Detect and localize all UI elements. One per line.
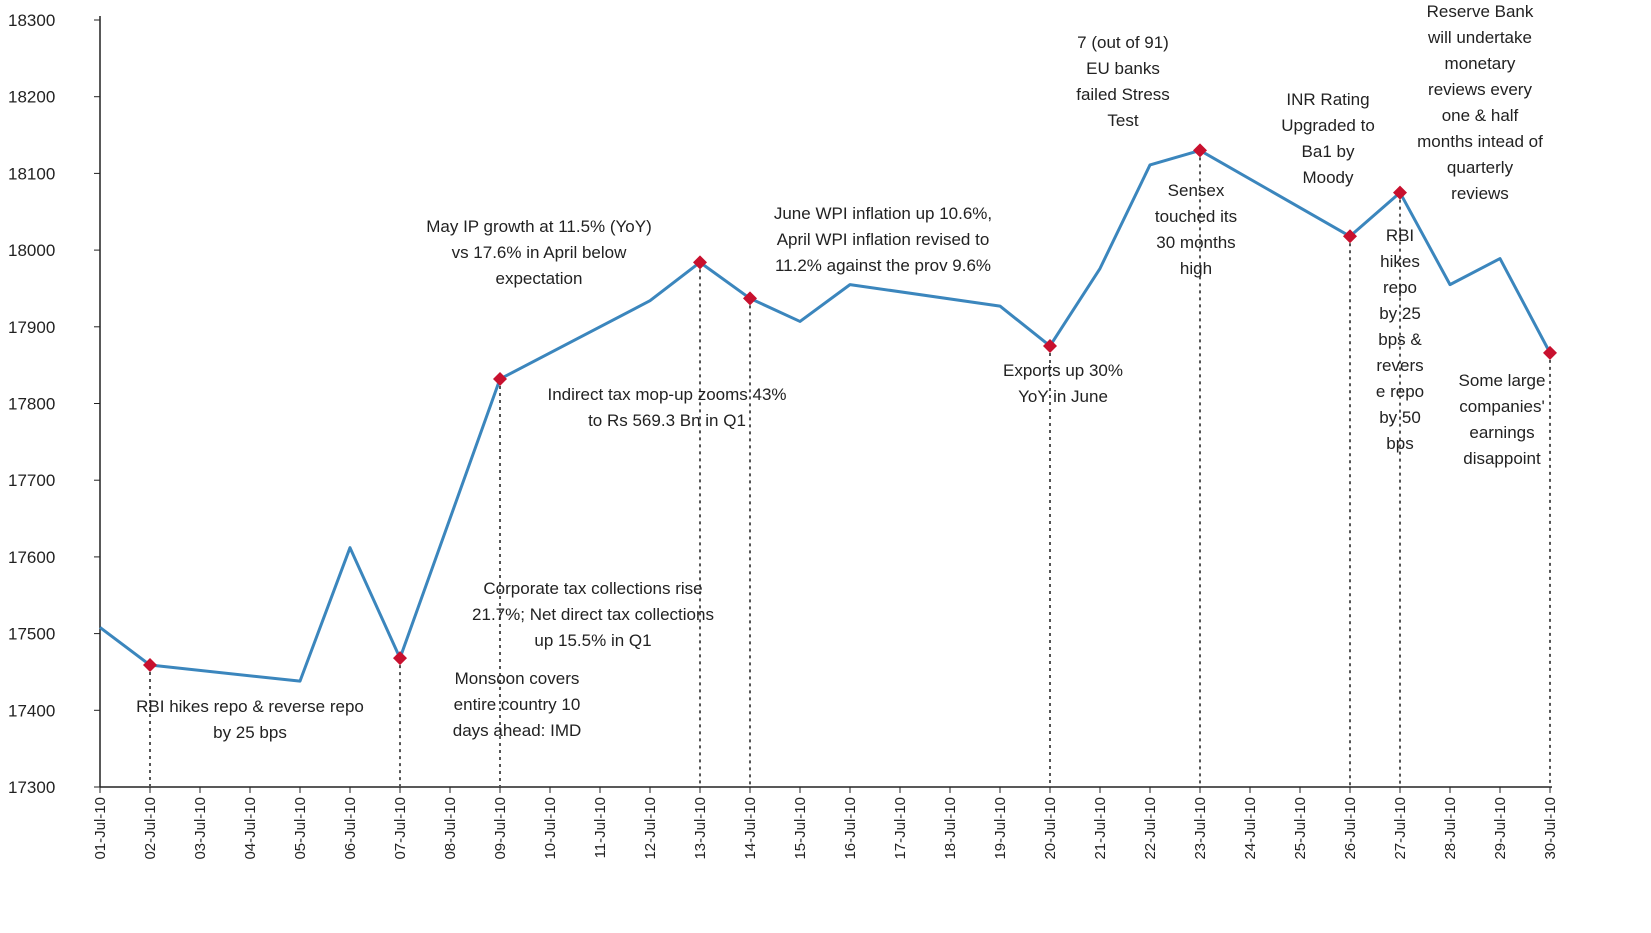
x-tick-label: 20-Jul-10 [1042,797,1059,860]
x-tick-label: 11-Jul-10 [592,797,609,858]
ann-inr-rating: INR Rating Upgraded to Ba1 by Moody [1281,90,1375,187]
x-tick-label: 27-Jul-10 [1392,797,1409,860]
x-tick-label: 10-Jul-10 [542,797,559,860]
x-tick-label: 28-Jul-10 [1442,797,1459,860]
ann-monsoon: Monsoon covers entire country 10 days ah… [452,669,582,740]
ann-eu-banks: 7 (out of 91) EU banks failed Stress Tes… [1076,33,1170,130]
x-tick-label: 30-Jul-10 [1542,797,1559,860]
ann-sensex-high: Sensex touched its 30 months high [1154,181,1238,278]
x-tick-label: 09-Jul-10 [492,797,509,860]
series-line [99,148,1552,683]
x-tick-label: 14-Jul-10 [742,797,759,860]
x-tick-label: 26-Jul-10 [1342,797,1359,860]
y-tick-label: 17600 [8,548,55,567]
ann-exports: Exports up 30% YoY in June [1002,361,1124,406]
x-tick-label: 21-Jul-10 [1092,797,1109,860]
y-tick-label: 17900 [8,318,55,337]
x-tick-label: 24-Jul-10 [1242,797,1259,860]
x-tick-label: 19-Jul-10 [992,797,1009,860]
event-marker [743,291,757,306]
x-tick-label: 01-Jul-10 [92,797,109,860]
ann-large-companies: Some large companies' earnings disappoin… [1458,371,1546,468]
x-tick-label: 25-Jul-10 [1292,797,1309,860]
x-tick-label: 05-Jul-10 [292,797,309,860]
y-tick-label: 18100 [8,164,55,183]
event-marker [1043,338,1057,353]
x-tick-label: 29-Jul-10 [1492,797,1509,860]
x-tick-label: 18-Jul-10 [942,797,959,860]
event-marker [393,651,407,666]
y-tick-label: 17800 [8,395,55,414]
x-tick-label: 04-Jul-10 [242,797,259,860]
x-tick-label: 13-Jul-10 [692,797,709,860]
x-tick-label: 02-Jul-10 [142,797,159,860]
x-tick-label: 08-Jul-10 [442,797,459,860]
event-marker [1543,345,1557,360]
ann-rbi-repo-25: RBI hikes repo & reverse repo by 25 bps [136,697,364,742]
event-marker [1193,143,1207,158]
ann-indirect-tax: Indirect tax mop-up zooms 43% to Rs 569.… [547,385,787,430]
ann-reserve-bank: Reserve Bank will undertake monetary rev… [1417,2,1543,203]
y-tick-label: 18000 [8,241,55,260]
y-tick-label: 18200 [8,88,55,107]
x-tick-label: 17-Jul-10 [892,797,909,860]
y-tick-label: 17400 [8,701,55,720]
x-tick-label: 23-Jul-10 [1192,797,1209,860]
ann-corporate-tax: Corporate tax collections rise 21.7%; Ne… [472,579,714,650]
event-marker [1393,185,1407,200]
x-tick-label: 22-Jul-10 [1142,797,1159,860]
x-tick-label: 03-Jul-10 [192,797,209,860]
event-marker [493,371,507,386]
x-tick-label: 15-Jul-10 [792,797,809,860]
x-tick-label: 07-Jul-10 [392,797,409,860]
y-tick-label: 17500 [8,625,55,644]
x-tick-label: 12-Jul-10 [642,797,659,860]
y-tick-label: 18300 [8,11,55,30]
y-tick-label: 17700 [8,471,55,490]
x-tick-label: 06-Jul-10 [342,797,359,860]
event-marker [143,658,157,673]
event-marker [1343,229,1357,244]
ann-rbi-repo-reverse-50: RBI hikes repo by 25 bps & revers e repo… [1375,226,1425,453]
ann-june-wpi: June WPI inflation up 10.6%, April WPI i… [773,204,993,275]
x-tick-label: 16-Jul-10 [842,797,859,860]
ann-may-ip: May IP growth at 11.5% (YoY) vs 17.6% in… [426,217,652,288]
y-tick-label: 17300 [8,778,55,797]
event-marker [693,255,707,270]
